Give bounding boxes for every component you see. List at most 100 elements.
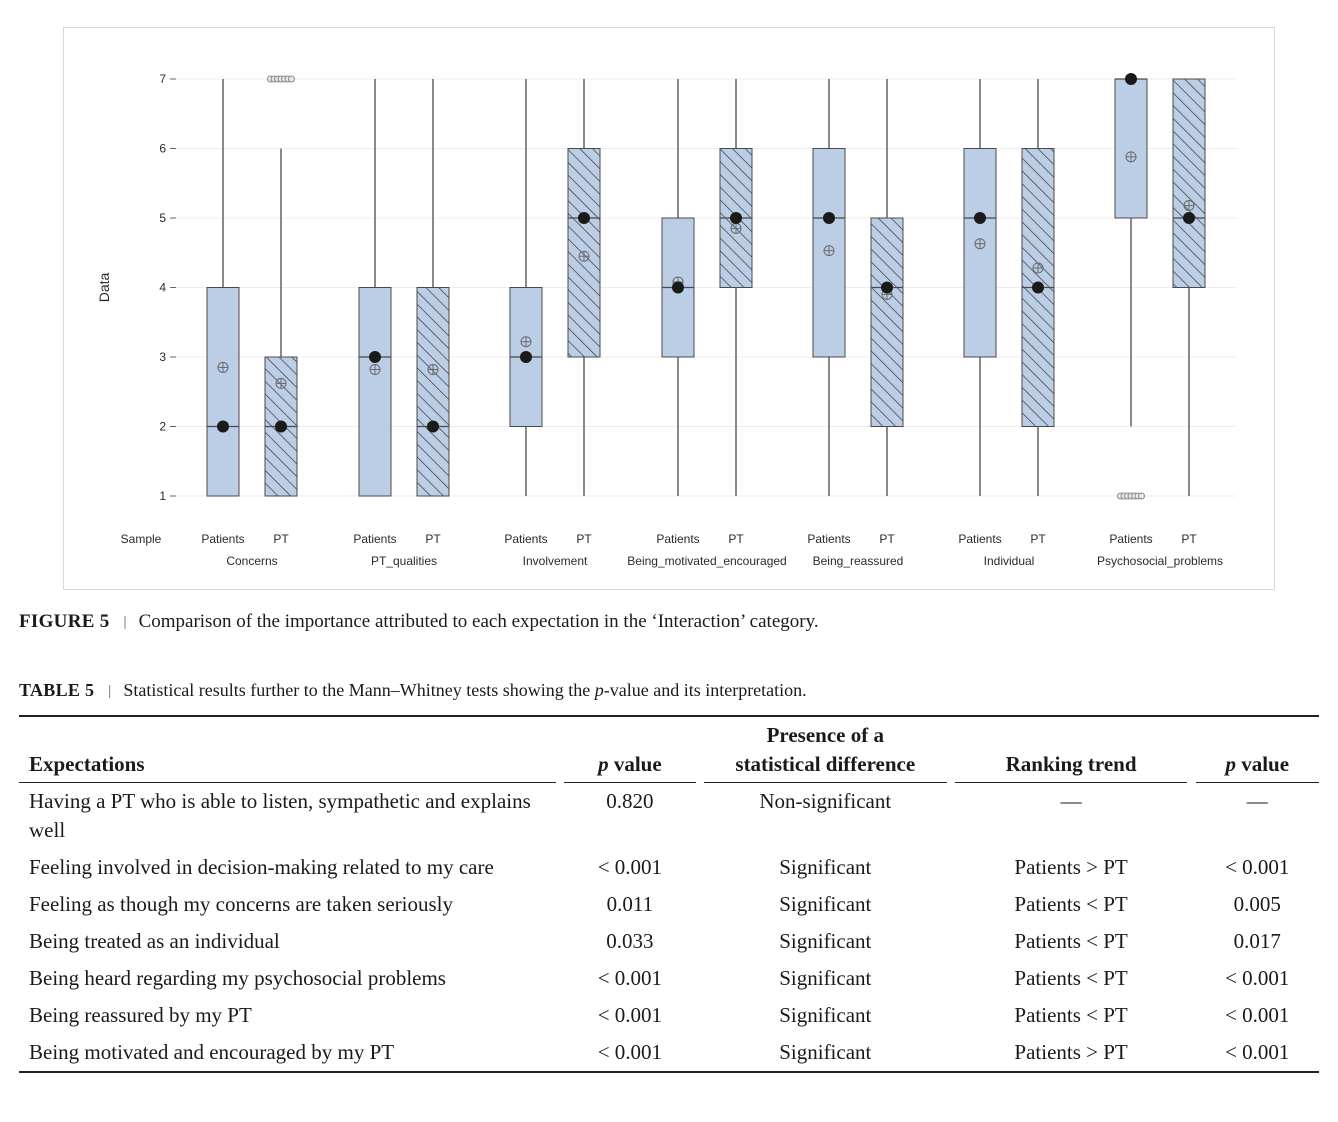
sample-tick-label: Patients [958, 532, 1001, 546]
median-dot [974, 212, 986, 224]
cell-expectation: Feeling involved in decision-making rela… [29, 855, 494, 879]
sample-tick-label: Patients [1109, 532, 1152, 546]
cell-p-value: 0.033 [606, 929, 654, 953]
table-label: TABLE 5 [19, 680, 95, 700]
cell-ranking: Patients > PT [1014, 855, 1128, 879]
median-dot [217, 420, 229, 433]
y-tick-label: 3 [159, 350, 166, 364]
cell-expectation: Feeling as though my concerns are taken … [29, 892, 453, 916]
cell-p-value-2: 0.017 [1233, 929, 1281, 953]
header-p-value-2: p value [1195, 716, 1319, 783]
group-label: Being_motivated_encouraged [627, 554, 786, 568]
cell-p-value: < 0.001 [597, 855, 663, 879]
group-label: Psychosocial_problems [1097, 554, 1223, 568]
sample-tick-label: PT [728, 532, 744, 546]
median-dot [1183, 212, 1195, 224]
sample-label: Sample [121, 532, 162, 546]
cell-presence: Non-significant [759, 789, 892, 813]
sample-tick-label: PT [1181, 532, 1197, 546]
cell-ranking: Patients < PT [1014, 892, 1128, 916]
group-label: Individual [984, 554, 1035, 568]
median-dot [578, 212, 590, 224]
header-expectations: Expectations [19, 716, 556, 783]
group-label: PT_qualities [371, 554, 437, 568]
boxplot-chart: 1 2 3 4 5 6 7 Data Sample Patients PT Concerns Patie… [63, 27, 1275, 590]
sample-tick-label: PT [425, 532, 441, 546]
y-tick-label: 4 [159, 281, 166, 295]
cell-p-value-2: — [1246, 789, 1268, 813]
cell-ranking: Patients < PT [1014, 1003, 1128, 1027]
median-dot [275, 420, 287, 433]
stats-table: Expectations p value Presence of a statis… [19, 715, 1319, 1073]
cell-expectation: Being motivated and encouraged by my PT [19, 1034, 556, 1073]
table-caption-p-italic: p [594, 680, 604, 700]
median-dot [1032, 281, 1044, 294]
sample-tick-label: Patients [656, 532, 699, 546]
cell-presence: Significant [779, 1003, 872, 1027]
cell-p-value: < 0.001 [597, 966, 663, 990]
group-label: Being_reassured [813, 554, 904, 568]
table-row: Feeling as though my concerns are taken … [19, 886, 1319, 923]
sample-tick-label: Patients [504, 532, 547, 546]
cell-expectation: Having a PT who is able to listen, sympa… [29, 789, 531, 842]
cell-p-value-2: < 0.001 [1225, 855, 1290, 879]
table-caption-text-after: -value and its interpretation. [603, 680, 807, 700]
sample-tick-label: Patients [807, 532, 850, 546]
median-dot [427, 420, 439, 433]
cell-p-value: < 0.001 [564, 1034, 696, 1073]
y-tick-label: 1 [159, 489, 166, 503]
y-tick-label: 6 [159, 142, 166, 156]
cell-presence: Significant [779, 929, 872, 953]
box [1114, 78, 1148, 219]
figure-caption-separator: | [123, 614, 127, 630]
outlier-marker [1138, 492, 1145, 500]
median-dot [881, 281, 893, 294]
box [416, 287, 450, 497]
cell-ranking: Patients < PT [1014, 966, 1128, 990]
cell-presence: Significant [779, 892, 872, 916]
sample-tick-label: PT [273, 532, 289, 546]
cell-p-value: 0.820 [606, 789, 654, 813]
cell-ranking: — [1060, 789, 1082, 813]
cell-ranking: Patients > PT [954, 1034, 1188, 1073]
box [358, 287, 392, 497]
cell-expectation: Being heard regarding my psychosocial pr… [29, 966, 446, 990]
header-p-value: p value [564, 716, 696, 783]
table-caption: TABLE 5 | Statistical results further to t… [19, 680, 807, 701]
median-dot [369, 351, 381, 363]
box [206, 287, 240, 497]
box [963, 148, 997, 358]
table-row: Being heard regarding my psychosocial pr… [19, 960, 1319, 997]
table-header: Expectations p value Presence of a statis… [19, 716, 1319, 783]
median-dot [672, 281, 684, 294]
cell-expectation: Being treated as an individual [29, 929, 280, 953]
header-presence: Presence of a statistical difference [703, 716, 947, 783]
group-label: Concerns [226, 554, 277, 568]
table-row: Being reassured by my PT < 0.001 Signifi… [19, 997, 1319, 1034]
box [870, 217, 904, 427]
cell-p-value-2: < 0.001 [1195, 1034, 1319, 1073]
sample-tick-label: PT [576, 532, 592, 546]
figure-label: FIGURE 5 [19, 611, 110, 632]
cell-p-value-2: < 0.001 [1225, 1003, 1290, 1027]
sample-tick-label: Patients [353, 532, 396, 546]
group-label: Involvement [523, 554, 588, 568]
cell-presence: Significant [703, 1034, 947, 1073]
figure-caption-text: Comparison of the importance attributed … [138, 611, 819, 632]
sample-tick-label: PT [1030, 532, 1046, 546]
median-dot [730, 212, 742, 224]
box [1172, 78, 1206, 288]
cell-p-value-2: < 0.001 [1225, 966, 1290, 990]
median-dot [1125, 73, 1137, 85]
y-tick-label: 2 [159, 420, 166, 434]
y-tick-label: 7 [159, 72, 166, 86]
median-dot [823, 212, 835, 224]
cell-p-value: 0.011 [606, 892, 654, 916]
table-caption-separator: | [108, 683, 112, 699]
cell-expectation: Being reassured by my PT [29, 1003, 252, 1027]
cell-p-value: < 0.001 [597, 1003, 663, 1027]
sample-tick-label: Patients [201, 532, 244, 546]
cell-ranking: Patients < PT [1014, 929, 1128, 953]
table-row: Being motivated and encouraged by my PT … [19, 1034, 1319, 1073]
table-row: Having a PT who is able to listen, sympa… [19, 783, 1319, 850]
